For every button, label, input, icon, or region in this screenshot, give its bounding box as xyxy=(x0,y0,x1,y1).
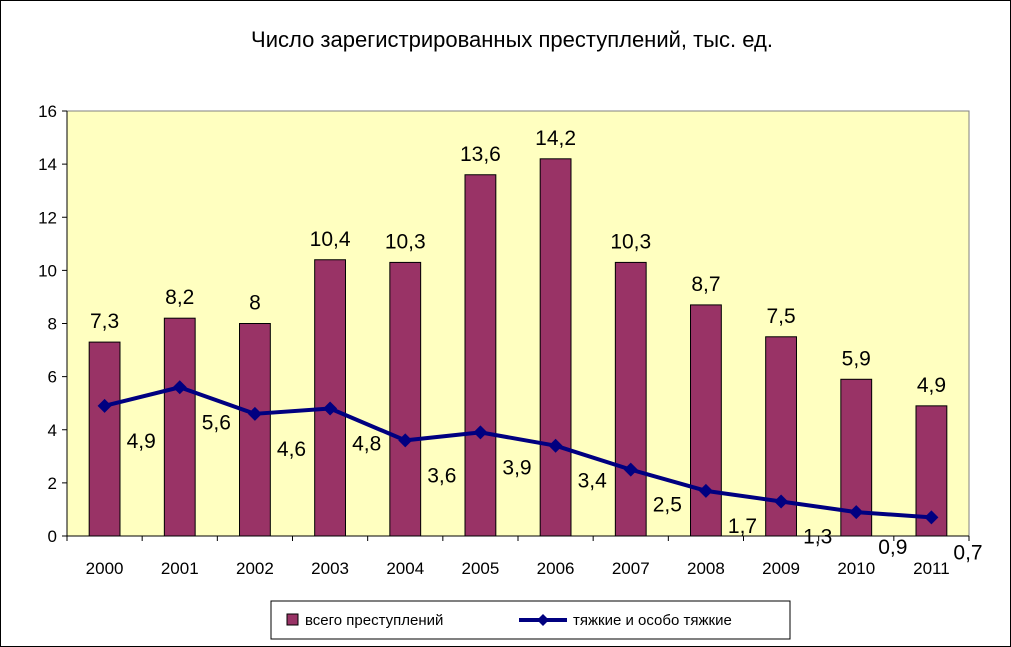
bar xyxy=(163,317,196,537)
bar-data-label: 4,9 xyxy=(917,374,946,397)
bar-data-label: 7,5 xyxy=(766,305,795,328)
line-data-label: 2,5 xyxy=(653,494,682,517)
legend: всего преступлений тяжкие и особо тяжкие xyxy=(270,600,791,640)
chart-title: Число зарегистрированных преступлений, т… xyxy=(251,27,773,52)
line-data-label: 1,3 xyxy=(803,525,832,548)
bar-data-label: 10,3 xyxy=(610,230,651,253)
y-tick-label: 8 xyxy=(48,315,57,334)
bar-data-label: 5,9 xyxy=(842,347,871,370)
y-tick-label: 6 xyxy=(48,368,57,387)
bar-data-label: 10,3 xyxy=(385,230,426,253)
y-tick-label: 10 xyxy=(38,261,57,280)
line-marker xyxy=(323,401,338,416)
line-series xyxy=(104,385,932,520)
x-tick-label: 2011 xyxy=(913,559,950,578)
line-marker xyxy=(97,398,112,413)
bar-data-label: 14,2 xyxy=(535,127,576,150)
line-data-label: 4,9 xyxy=(127,430,156,453)
plot-background xyxy=(66,110,970,537)
bar xyxy=(389,261,422,537)
bar xyxy=(614,261,647,537)
line-marker xyxy=(247,406,262,421)
x-tick-label: 2001 xyxy=(161,559,199,578)
y-tick-label: 4 xyxy=(48,421,57,440)
line-data-label: 3,6 xyxy=(427,464,456,487)
x-tick-label: 2010 xyxy=(837,559,875,578)
line-marker xyxy=(774,494,789,509)
x-tick-label: 2003 xyxy=(311,559,349,578)
bar-data-label: 8,2 xyxy=(165,286,194,309)
y-tick-label: 14 xyxy=(38,155,57,174)
legend-bar-label: всего преступлений xyxy=(305,612,443,629)
x-tick-label: 2009 xyxy=(762,559,800,578)
legend-line-marker xyxy=(537,614,549,626)
y-tick-label: 16 xyxy=(38,102,57,121)
line-marker xyxy=(548,438,563,453)
legend-bar-swatch xyxy=(286,613,299,626)
line-data-label: 3,9 xyxy=(502,456,531,479)
x-tick-label: 2000 xyxy=(86,559,124,578)
bar xyxy=(464,174,497,537)
y-tick-label: 0 xyxy=(48,527,57,546)
x-tick-label: 2006 xyxy=(537,559,575,578)
bar xyxy=(239,323,271,537)
plot-area: 0 2 4 6 8 10 12 14 16 2000 2001 2002 2003 2004 2005 200… xyxy=(38,102,983,578)
line-data-label: 4,8 xyxy=(352,433,381,456)
line-marker xyxy=(398,433,413,448)
line-marker xyxy=(473,425,488,440)
bar-data-label: 8,7 xyxy=(691,273,720,296)
bar-data-label: 8 xyxy=(249,292,261,315)
line-data-label: 0,9 xyxy=(878,536,907,559)
x-tick-label: 2007 xyxy=(612,559,650,578)
x-tick-label: 2002 xyxy=(236,559,274,578)
bar xyxy=(88,341,121,537)
bar-data-label: 10,4 xyxy=(310,228,351,251)
line-marker xyxy=(849,505,864,520)
y-tick-label: 12 xyxy=(38,208,57,227)
bar xyxy=(314,259,346,537)
bar xyxy=(690,304,722,537)
line-data-label: 3,4 xyxy=(578,470,608,493)
x-tick-label: 2008 xyxy=(687,559,725,578)
line-marker xyxy=(698,483,713,498)
line-data-label: 4,6 xyxy=(277,438,306,461)
legend-line-label: тяжкие и особо тяжкие xyxy=(573,612,732,629)
line-marker xyxy=(924,510,939,525)
x-tick-label: 2004 xyxy=(386,559,424,578)
line-marker xyxy=(172,380,187,395)
bar-data-label: 7,3 xyxy=(90,310,119,333)
line-data-label: 0,7 xyxy=(953,541,982,564)
y-tick-label: 2 xyxy=(48,474,57,493)
line-data-label: 1,7 xyxy=(728,515,757,538)
bar xyxy=(539,158,572,537)
line-marker xyxy=(623,462,638,477)
x-tick-label: 2005 xyxy=(462,559,500,578)
line-data-label: 5,6 xyxy=(202,411,231,434)
bar-data-label: 13,6 xyxy=(460,143,501,166)
